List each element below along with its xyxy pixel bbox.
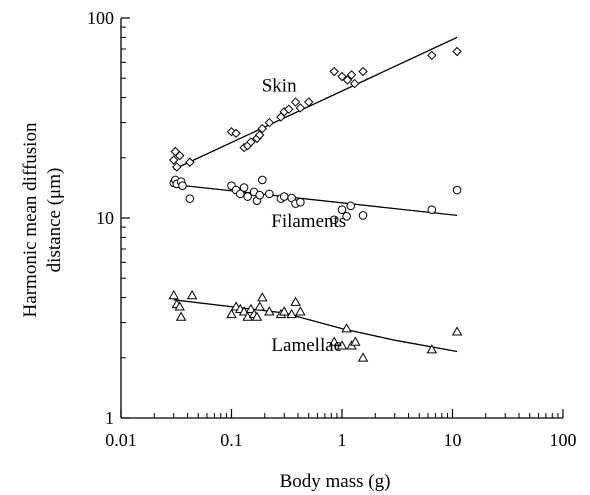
data-point-skin (231, 128, 241, 139)
y-tick-label: 1 (105, 408, 114, 428)
data-point-skin (284, 104, 294, 114)
data-point-skin (427, 50, 437, 61)
data-point-lamellae (264, 306, 275, 316)
data-point-filaments (258, 175, 267, 185)
data-point-skin (172, 162, 182, 172)
data-point-lamellae (174, 301, 185, 311)
data-point-skin (185, 157, 195, 167)
data-point-lamellae (290, 296, 301, 306)
data-point-lamellae (451, 326, 463, 336)
data-point-skin (295, 103, 306, 113)
data-point-skin (290, 97, 301, 107)
data-point-filaments (243, 192, 252, 201)
data-point-skin (175, 150, 185, 161)
data-point-filaments (337, 205, 347, 215)
data-point-filaments (255, 190, 265, 200)
data-point-skin (169, 155, 179, 165)
data-point-skin (337, 71, 347, 82)
data-point-lamellae (341, 323, 352, 333)
data-point-filaments (185, 194, 195, 203)
data-point-skin (346, 70, 357, 80)
data-point-lamellae (350, 336, 361, 346)
data-point-skin (329, 66, 339, 77)
axes: 0.01 0.1 1 10 100 1 10 100 (87, 8, 577, 450)
fit-lines (173, 36, 458, 353)
fit-line-filaments (173, 183, 458, 217)
data-point-filaments (329, 215, 339, 225)
data-point-lamellae (238, 306, 250, 316)
data-point-lamellae (254, 301, 265, 311)
data-point-lamellae (357, 352, 369, 362)
data-point-skin (452, 46, 462, 57)
data-point-lamellae (226, 308, 237, 319)
data-point-lamellae (251, 311, 263, 321)
data-point-lamellae (295, 306, 306, 316)
y-tick-label: 10 (96, 208, 114, 228)
data-point-filaments (178, 181, 187, 191)
x-axis-title: Body mass (g) (280, 471, 391, 492)
fit-line-skin (173, 36, 458, 170)
y-axis-title-line-2: distance (μm) (44, 168, 65, 273)
data-point-skin (255, 130, 265, 140)
data-point-skin (304, 97, 314, 107)
x-tick-label: 1 (338, 430, 347, 450)
data-point-lamellae (168, 290, 179, 300)
data-point-lamellae (336, 340, 348, 350)
data-point-filaments (342, 211, 351, 221)
series-label-lamellae: Lamellae (271, 335, 342, 356)
data-point-filaments (427, 205, 437, 215)
data-point-filaments (279, 192, 289, 201)
data-point-lamellae (257, 292, 268, 302)
x-tick-label: 0.01 (105, 430, 137, 450)
data-point-skin (264, 117, 275, 128)
x-tick-label: 10 (444, 430, 462, 450)
series-label-skin: Skin (262, 75, 297, 96)
data-point-lamellae (186, 290, 198, 300)
data-point-skin (349, 78, 360, 89)
x-tick-label: 100 (550, 430, 577, 450)
series-label-filaments: Filaments (271, 211, 346, 232)
fit-line-lamellae (173, 299, 458, 353)
data-point-filaments (287, 193, 296, 203)
data-point-filaments (296, 197, 305, 207)
data-point-skin (358, 66, 368, 77)
y-axis-title-line-1: Harmonic mean diffusion (20, 122, 41, 317)
data-point-filaments (239, 183, 249, 192)
series-labels: Skin Filaments Lamellae (262, 75, 346, 356)
data-point-lamellae (328, 336, 340, 346)
x-tick-label: 0.1 (220, 430, 243, 450)
data-point-filaments (452, 185, 462, 195)
data-point-lamellae (426, 344, 438, 354)
data-markers (168, 46, 463, 362)
data-point-filaments (265, 189, 274, 199)
data-point-skin (257, 123, 268, 134)
data-point-skin (246, 137, 256, 147)
data-point-filaments (346, 201, 356, 211)
data-point-lamellae (286, 308, 297, 319)
data-point-filaments (358, 211, 368, 220)
y-tick-label: 100 (87, 8, 114, 28)
data-point-lamellae (278, 306, 290, 316)
data-point-lamellae (175, 311, 187, 321)
data-point-skin (342, 75, 353, 85)
data-point-filaments (235, 189, 245, 199)
